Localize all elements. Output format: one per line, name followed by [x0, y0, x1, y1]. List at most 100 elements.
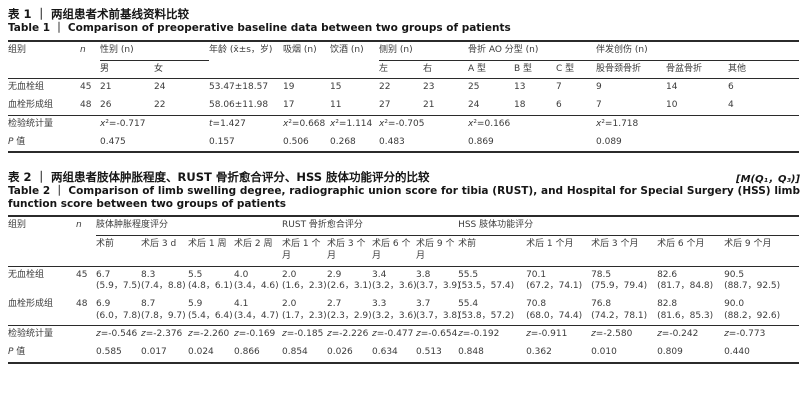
value-cell: 3.3 (3.2，3.6): [372, 296, 417, 326]
table1-body: 无血栓组 45 21 24 53.47±18.57 19 15 22 23 25…: [8, 79, 800, 116]
quartile-range: (88.2，92.6): [724, 310, 781, 321]
n-cell: 45: [76, 269, 88, 280]
subheader-type-c: C 型: [556, 63, 575, 74]
n-cell: 45: [80, 82, 92, 93]
column-header-n: n: [80, 45, 86, 56]
value-cell: 4: [728, 100, 734, 111]
n-cell: 48: [80, 100, 92, 111]
subheader-male: 男: [100, 63, 110, 74]
p-value: 0.848: [458, 346, 484, 357]
group-cell: 血栓形成组: [8, 298, 54, 309]
subheader-female: 女: [154, 63, 164, 74]
value-cell: 23: [423, 82, 435, 93]
subheader-postop-6m: 术后 6 个月: [657, 239, 705, 250]
value-cell: 10: [666, 100, 678, 111]
table2-header: 组别 n 肢体肿胀程度评分 RUST 骨折愈合评分 HSS 肢体功能评分 术前 …: [8, 216, 800, 266]
value-cell: 8.3 (7.4，8.8): [141, 266, 188, 296]
value-cell: 2.0 (1.6，2.3): [282, 266, 327, 296]
subheader-postop-1w: 术后 1 周: [188, 239, 227, 250]
median-value: 3.4: [372, 269, 387, 280]
stat-value: z=-2.376: [141, 329, 183, 340]
value-cell: 27: [379, 100, 391, 111]
value-cell: 26: [100, 100, 112, 111]
stat-value: x²=1.718: [596, 118, 639, 129]
column-header-drinking: 饮酒 (n): [330, 45, 364, 56]
quartile-range: (75.9，79.4): [591, 281, 648, 292]
column-header-rust: RUST 骨折愈合评分: [282, 216, 459, 237]
median-value: 3.3: [372, 298, 387, 309]
group-cell: 无血栓组: [8, 269, 45, 280]
value-cell: 18: [514, 100, 526, 111]
table2-title-en: Table 2 ｜ Comparison of limb swelling de…: [8, 185, 800, 211]
p-value: 0.869: [468, 136, 494, 147]
subheader-postop-9m: 术后 9 个月: [724, 239, 772, 250]
value-cell: 70.1 (67.2，74.1): [526, 266, 591, 296]
median-value: 76.8: [591, 298, 612, 309]
value-cell: 70.8 (68.0，74.4): [526, 296, 591, 326]
stat-value: z=-0.192: [458, 329, 500, 340]
value-cell: 58.06±11.98: [209, 100, 269, 111]
median-value: 3.7: [416, 298, 431, 309]
median-value: 2.9: [327, 269, 342, 280]
p-value: 0.010: [591, 346, 617, 357]
quartile-range: (3.7，3.8): [416, 310, 461, 321]
p-value-row: P 值 0.585 0.017 0.024 0.866 0.854 0.026 …: [8, 344, 799, 363]
value-cell: 25: [468, 82, 480, 93]
value-cell: 6.9 (6.0，7.8): [96, 296, 141, 326]
value-cell: 53.47±18.57: [209, 82, 269, 93]
column-header-smoking: 吸烟 (n): [283, 45, 317, 56]
quartile-range: (1.6，2.3): [282, 281, 327, 292]
table1: 组别 n 性别 (n) 年龄 (x̄±s，岁) 吸烟 (n) 饮酒 (n) 侧别…: [8, 40, 800, 154]
table2: 组别 n 肢体肿胀程度评分 RUST 骨折愈合评分 HSS 肢体功能评分 术前 …: [8, 215, 800, 364]
p-value: 0.506: [283, 136, 309, 147]
p-value: 0.026: [327, 346, 353, 357]
median-value: 70.1: [526, 269, 547, 280]
value-cell: 5.9 (5.4，6.4): [188, 296, 234, 326]
quartile-range: (3.4，4.7): [234, 310, 279, 321]
stat-value: z=-0.185: [282, 329, 324, 340]
quartile-range: (5.4，6.4): [188, 310, 233, 321]
quartile-range: (2.6，3.1): [327, 281, 372, 292]
value-cell: 15: [330, 82, 342, 93]
table2-title-note: [M(Q₁，Q₃)]: [736, 174, 800, 186]
median-value: 3.8: [416, 269, 431, 280]
stat-value: z=-0.546: [96, 329, 138, 340]
median-value: 5.9: [188, 298, 203, 309]
value-cell: 17: [283, 100, 295, 111]
table1-section: 表 1 ｜ 两组患者术前基线资料比较 Table 1 ｜ Comparison …: [8, 7, 800, 154]
value-cell: 55.5 (53.5，57.4): [458, 266, 526, 296]
p-value: 0.585: [96, 346, 122, 357]
stat-value: z=-0.169: [234, 329, 276, 340]
subheader-postop-3m: 术后 3 个月: [327, 239, 366, 261]
table2-body: 无血栓组 45 6.7 (5.9，7.5) 8.3 (7.4，8.8) 5.5 (4.…: [8, 266, 800, 326]
quartile-range: (88.7，92.5): [724, 281, 781, 292]
paper-page: 表 1 ｜ 两组患者术前基线资料比较 Table 1 ｜ Comparison …: [8, 7, 800, 364]
value-cell: 90.0 (88.2，92.6): [724, 296, 799, 326]
value-cell: 76.8 (74.2，78.1): [591, 296, 657, 326]
p-value-row: P 值 0.475 0.157 0.506 0.268 0.483 0.869 …: [8, 134, 799, 153]
subheader-preop: 术前: [96, 239, 115, 250]
p-label: P 值: [8, 136, 26, 147]
quartile-range: (67.2，74.1): [526, 281, 583, 292]
stat-value: x²=0.668: [283, 118, 326, 129]
p-value: 0.017: [141, 346, 167, 357]
p-value: 0.475: [100, 136, 126, 147]
p-label: P 值: [8, 346, 26, 357]
p-value: 0.854: [282, 346, 308, 357]
value-cell: 2.9 (2.6，3.1): [327, 266, 372, 296]
stat-value: z=-2.260: [188, 329, 230, 340]
stat-value: z=-0.242: [657, 329, 699, 340]
subheader-right: 右: [423, 63, 433, 74]
subheader-postop-1m: 术后 1 个月: [282, 239, 321, 261]
quartile-range: (74.2，78.1): [591, 310, 648, 321]
value-cell: 3.4 (3.2，3.6): [372, 266, 417, 296]
stat-label: 检验统计量: [8, 118, 54, 129]
value-cell: 3.8 (3.7，3.9): [416, 266, 461, 296]
quartile-range: (3.2，3.6): [372, 281, 417, 292]
value-cell: 8.7 (7.8，9.7): [141, 296, 188, 326]
group-cell: 无血栓组: [8, 82, 45, 93]
table2-stats: 检验统计量 z=-0.546 z=-2.376 z=-2.260 z=-0.16…: [8, 326, 799, 363]
quartile-range: (3.4，4.6): [234, 281, 279, 292]
value-cell: 24: [468, 100, 480, 111]
median-value: 8.7: [141, 298, 156, 309]
